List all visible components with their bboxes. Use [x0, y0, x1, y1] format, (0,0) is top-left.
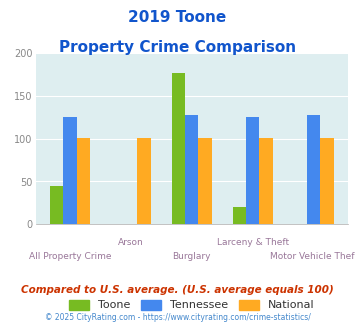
- Bar: [320, 138, 334, 224]
- Legend: Toone, Tennessee, National: Toone, Tennessee, National: [64, 295, 319, 315]
- Bar: [198, 138, 212, 224]
- Bar: [260, 138, 273, 224]
- Bar: [307, 115, 320, 224]
- Bar: [77, 138, 90, 224]
- Bar: [137, 138, 151, 224]
- Text: Arson: Arson: [118, 238, 144, 247]
- Text: All Property Crime: All Property Crime: [28, 252, 111, 261]
- Text: © 2025 CityRating.com - https://www.cityrating.com/crime-statistics/: © 2025 CityRating.com - https://www.city…: [45, 314, 310, 322]
- Bar: [171, 73, 185, 224]
- Bar: [63, 117, 77, 224]
- Text: 2019 Toone: 2019 Toone: [129, 10, 226, 25]
- Text: Compared to U.S. average. (U.S. average equals 100): Compared to U.S. average. (U.S. average …: [21, 285, 334, 295]
- Text: Burglary: Burglary: [173, 252, 211, 261]
- Bar: [246, 117, 260, 224]
- Bar: [233, 207, 246, 224]
- Bar: [50, 186, 63, 224]
- Text: Motor Vehicle Theft: Motor Vehicle Theft: [269, 252, 355, 261]
- Bar: [185, 115, 198, 224]
- Text: Larceny & Theft: Larceny & Theft: [217, 238, 289, 247]
- Text: Property Crime Comparison: Property Crime Comparison: [59, 40, 296, 54]
